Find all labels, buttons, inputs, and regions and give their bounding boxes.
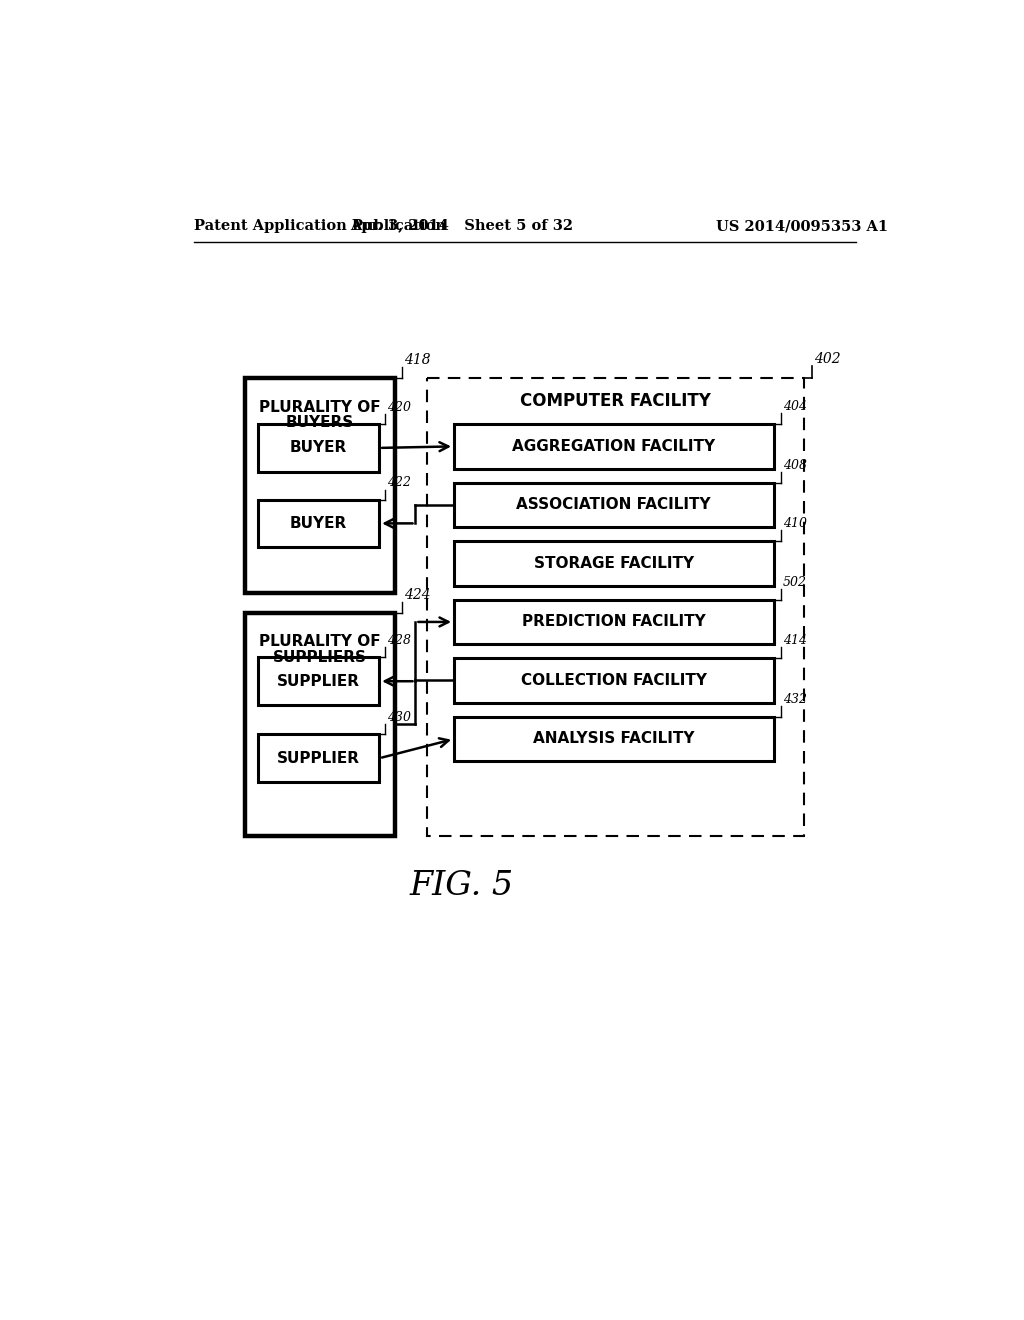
Text: 422: 422	[387, 477, 411, 490]
Text: BUYER: BUYER	[290, 516, 347, 531]
Text: PLURALITY OF: PLURALITY OF	[259, 400, 380, 414]
Bar	[258, 424, 379, 471]
Bar	[258, 499, 379, 548]
Text: 402: 402	[813, 351, 840, 366]
Text: 428: 428	[387, 635, 411, 647]
Text: BUYERS: BUYERS	[286, 414, 353, 430]
Text: Patent Application Publication: Patent Application Publication	[194, 219, 445, 234]
Text: PREDICTION FACILITY: PREDICTION FACILITY	[522, 614, 706, 630]
Bar	[454, 599, 773, 644]
Text: STORAGE FACILITY: STORAGE FACILITY	[534, 556, 694, 572]
Text: 430: 430	[387, 711, 411, 725]
Bar	[258, 734, 379, 781]
Text: PLURALITY OF: PLURALITY OF	[259, 635, 380, 649]
Text: 414: 414	[782, 635, 807, 647]
Text: 502: 502	[782, 576, 807, 589]
Text: 408: 408	[782, 459, 807, 471]
Text: SUPPLIERS: SUPPLIERS	[272, 649, 367, 665]
Text: 418: 418	[403, 352, 430, 367]
Text: COLLECTION FACILITY: COLLECTION FACILITY	[521, 673, 707, 688]
Bar	[454, 541, 773, 586]
Text: 410: 410	[782, 517, 807, 531]
Text: 404: 404	[782, 400, 807, 413]
Text: 424: 424	[403, 587, 430, 602]
Text: 432: 432	[782, 693, 807, 706]
Bar	[454, 717, 773, 762]
Text: FIG. 5: FIG. 5	[410, 870, 514, 902]
Text: AGGREGATION FACILITY: AGGREGATION FACILITY	[512, 438, 716, 454]
Bar	[245, 612, 394, 836]
Bar	[454, 424, 773, 469]
Text: ASSOCIATION FACILITY: ASSOCIATION FACILITY	[516, 498, 711, 512]
Bar	[245, 378, 394, 594]
Text: Apr. 3, 2014   Sheet 5 of 32: Apr. 3, 2014 Sheet 5 of 32	[350, 219, 573, 234]
Bar	[454, 659, 773, 702]
Bar	[258, 657, 379, 705]
Text: COMPUTER FACILITY: COMPUTER FACILITY	[520, 392, 711, 411]
Text: ANALYSIS FACILITY: ANALYSIS FACILITY	[532, 731, 694, 747]
Text: SUPPLIER: SUPPLIER	[276, 751, 360, 766]
Text: 420: 420	[387, 401, 411, 414]
Text: SUPPLIER: SUPPLIER	[276, 673, 360, 689]
Bar	[427, 378, 804, 836]
Text: US 2014/0095353 A1: US 2014/0095353 A1	[716, 219, 888, 234]
Bar	[454, 483, 773, 527]
Text: BUYER: BUYER	[290, 441, 347, 455]
